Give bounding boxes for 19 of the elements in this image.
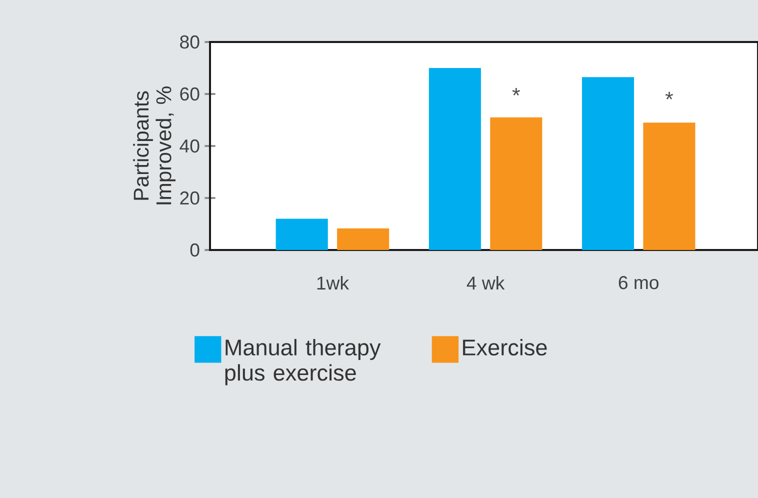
legend-label: Exercise xyxy=(463,338,547,356)
x-tick-label: 4 wk xyxy=(466,276,505,290)
y-tick-label: 80 xyxy=(180,35,200,49)
y-tick-label: 0 xyxy=(190,243,200,257)
bar xyxy=(337,228,390,250)
legend-label: Manual therapy plus exercise xyxy=(225,338,381,386)
bar xyxy=(428,68,481,250)
y-tick-label: 20 xyxy=(180,191,200,205)
y-tick-label: 40 xyxy=(180,139,200,153)
y-tick-label: 60 xyxy=(180,87,200,101)
x-tick-label: 6 mo xyxy=(618,276,658,290)
bar xyxy=(490,117,542,250)
bar xyxy=(582,77,634,250)
bar xyxy=(643,122,696,250)
x-tick-label: 1wk xyxy=(317,276,350,290)
annotation: * xyxy=(665,92,674,100)
y-axis-title: Participants Improved, % xyxy=(133,86,176,204)
bar xyxy=(276,218,328,250)
annotation: * xyxy=(512,88,520,96)
